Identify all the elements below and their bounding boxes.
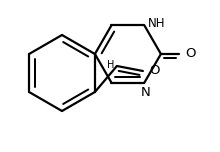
Text: O: O	[185, 47, 195, 60]
Text: N: N	[141, 86, 150, 99]
Text: NH: NH	[147, 17, 165, 30]
Text: O: O	[149, 64, 159, 78]
Text: H: H	[106, 60, 114, 70]
